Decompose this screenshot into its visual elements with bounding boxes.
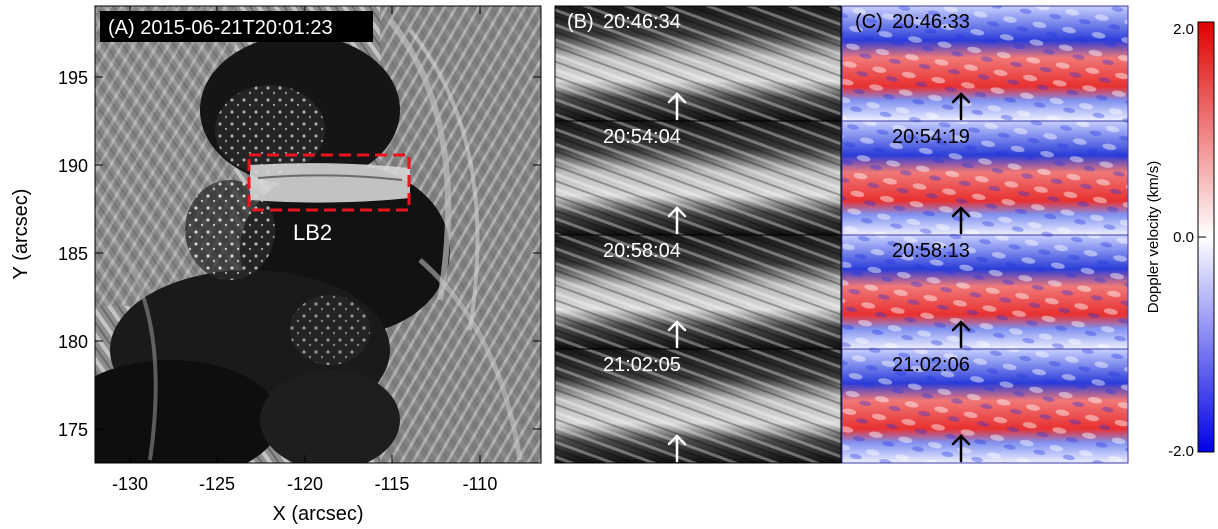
panel-a-image	[95, 6, 541, 463]
arrow-up-icon	[951, 206, 971, 235]
panel-b-time: 20:58:04	[603, 240, 681, 262]
arrow-up-icon	[667, 92, 687, 121]
y-tick-label: 180	[58, 332, 88, 352]
panel-c-strip	[842, 121, 1128, 235]
panel-a-frame	[94, 5, 542, 464]
panel-c-time: 20:54:19	[892, 126, 970, 148]
panel-a-title: (A) 2015-06-21T20:01:23	[108, 17, 333, 39]
panel-b-time: 20:54:04	[603, 126, 681, 148]
panel-b-label: (B)	[567, 11, 594, 33]
lb2-label: LB2	[293, 220, 332, 245]
arrow-up-icon	[951, 92, 971, 121]
x-tick-label: -130	[112, 474, 148, 494]
y-axis-label: Y (arcsec)	[10, 189, 32, 280]
arrow-up-icon	[667, 434, 687, 463]
panel-b-strip	[555, 6, 841, 121]
panel-b: (B) 20:46:34 20:54:04 20:58:04 21:02:05	[554, 5, 842, 464]
panel-b-time: 20:46:34	[603, 11, 681, 33]
colorbar-tick: -2.0	[1168, 443, 1194, 460]
colorbar-tick: 2.0	[1173, 21, 1194, 38]
panel-c-arrows	[951, 92, 971, 463]
x-tick-label: -120	[287, 474, 323, 494]
y-tick-label: 185	[58, 244, 88, 264]
panel-b-arrows	[667, 92, 687, 463]
arrow-up-icon	[951, 434, 971, 463]
panel-c-time: 20:58:13	[892, 240, 970, 262]
lb2-box	[247, 153, 411, 212]
panel-c-time: 21:02:06	[892, 354, 970, 376]
panel-b-time: 21:02:05	[603, 354, 681, 376]
y-tick-label: 190	[58, 156, 88, 176]
panel-c-time: 20:46:33	[892, 11, 970, 33]
panel-b-strip	[555, 121, 841, 235]
x-tick-label: -125	[199, 474, 235, 494]
colorbar: 2.0 0.0 -2.0 Doppler velocity (km/s)	[1145, 21, 1215, 460]
panel-c-label: (C)	[855, 11, 883, 33]
panel-c: (C) 20:46:33 20:54:19 20:58:13 21:02:06	[841, 5, 1129, 464]
x-tick-label: -115	[375, 474, 410, 494]
panel-c-strip	[842, 349, 1128, 463]
panel-a: (A) 2015-06-21T20:01:23 LB2 -130 -125 -1…	[10, 5, 542, 525]
panel-b-strip	[555, 349, 841, 463]
panel-c-strip	[842, 235, 1128, 349]
arrow-up-icon	[951, 320, 971, 349]
arrow-up-icon	[667, 320, 687, 349]
y-tick-label: 195	[58, 68, 88, 88]
colorbar-label: Doppler velocity (km/s)	[1145, 161, 1162, 314]
y-tick-label: 175	[58, 420, 88, 440]
y-axis	[95, 76, 541, 430]
panel-a-title-bg	[100, 11, 373, 42]
panel-b-strip	[555, 235, 841, 349]
x-axis	[129, 6, 481, 463]
panel-c-strip	[842, 6, 1128, 121]
x-tick-label: -110	[463, 474, 498, 494]
colorbar-tick: 0.0	[1173, 229, 1194, 246]
arrow-up-icon	[667, 206, 687, 235]
x-axis-label: X (arcsec)	[272, 503, 363, 525]
